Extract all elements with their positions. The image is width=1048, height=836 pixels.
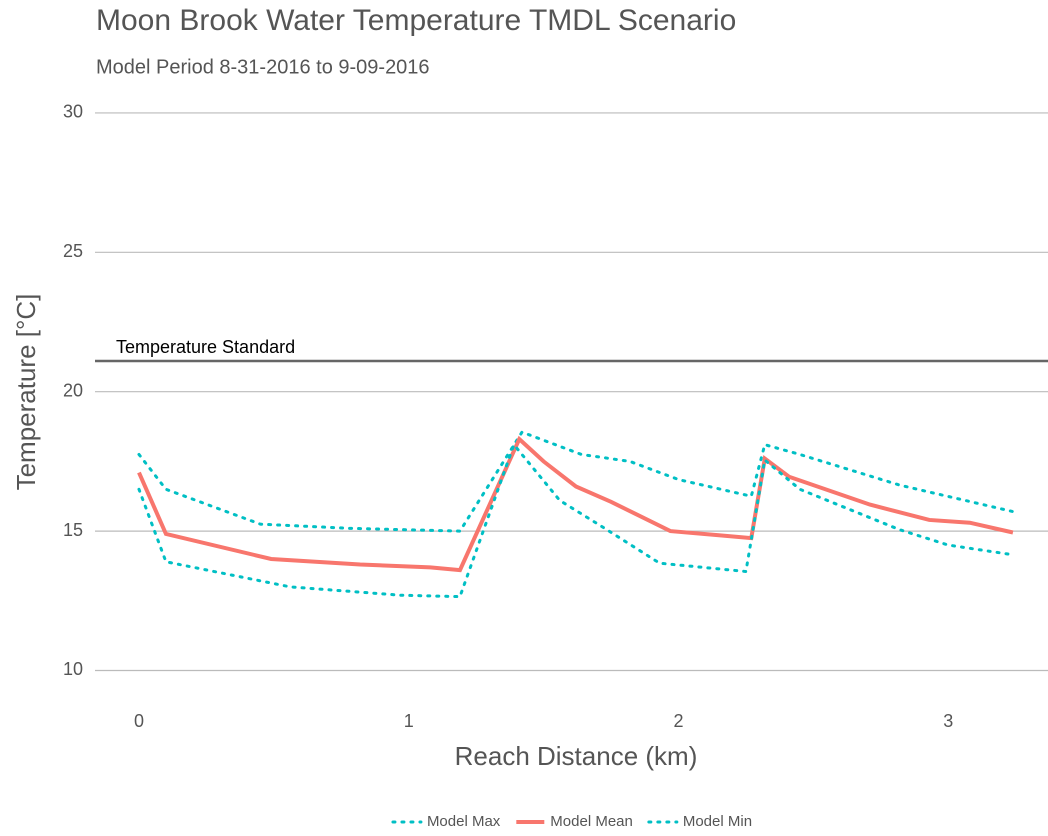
y-tick-label: 25 bbox=[63, 241, 83, 261]
y-axis-label: Temperature [°C] bbox=[11, 294, 41, 491]
legend-label: Model Mean bbox=[550, 813, 633, 830]
legend-label: Model Min bbox=[683, 813, 752, 830]
chart-subtitle: Model Period 8-31-2016 to 9-09-2016 bbox=[96, 56, 430, 78]
series-line bbox=[137, 430, 1015, 533]
x-axis-label: Reach Distance (km) bbox=[455, 741, 698, 771]
y-tick-label: 30 bbox=[63, 102, 83, 122]
legend-label: Model Max bbox=[427, 813, 501, 830]
y-tick-label: 15 bbox=[63, 520, 83, 540]
reference-label: Temperature Standard bbox=[116, 337, 295, 357]
x-tick-label: 2 bbox=[673, 711, 683, 731]
chart-title: Moon Brook Water Temperature TMDL Scenar… bbox=[96, 4, 736, 37]
y-tick-label: 20 bbox=[63, 380, 83, 400]
x-tick-label: 1 bbox=[404, 711, 414, 731]
series-line bbox=[137, 435, 1014, 573]
series-line bbox=[137, 441, 1015, 599]
x-tick-label: 3 bbox=[943, 711, 953, 731]
y-tick-label: 10 bbox=[63, 659, 83, 679]
x-tick-label: 0 bbox=[134, 711, 144, 731]
